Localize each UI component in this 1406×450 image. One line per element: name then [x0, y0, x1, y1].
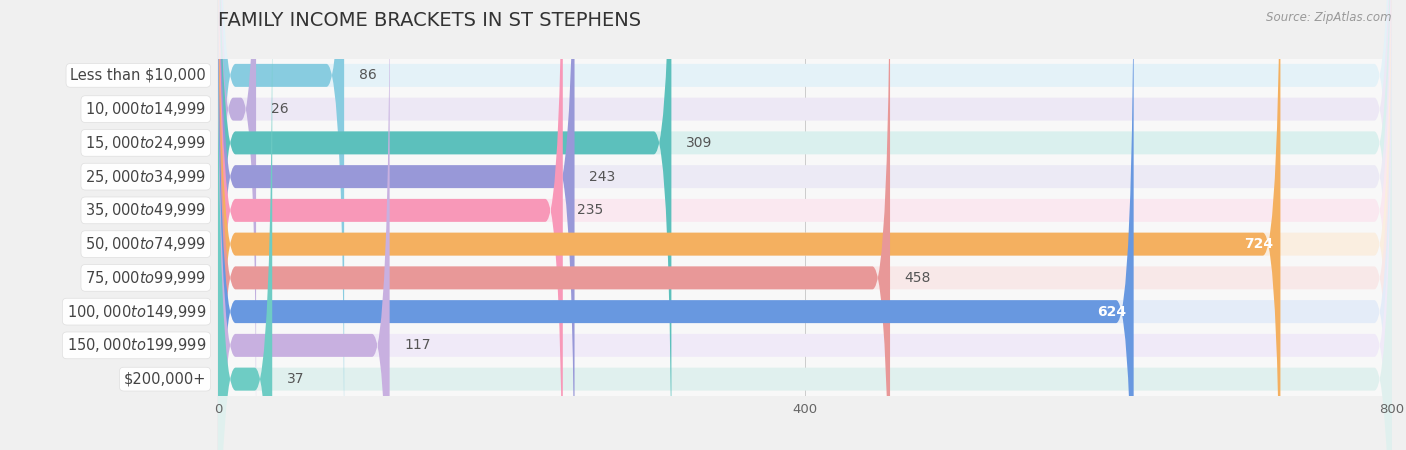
Text: 235: 235	[578, 203, 603, 217]
Text: 117: 117	[405, 338, 430, 352]
FancyBboxPatch shape	[218, 0, 562, 450]
Bar	[218, 194, 1392, 227]
FancyBboxPatch shape	[218, 0, 890, 450]
Bar	[218, 92, 1392, 126]
Text: 724: 724	[1244, 237, 1272, 251]
FancyBboxPatch shape	[218, 0, 344, 450]
Bar	[218, 227, 1392, 261]
FancyBboxPatch shape	[218, 0, 1392, 450]
FancyBboxPatch shape	[218, 0, 273, 450]
Text: Less than $10,000: Less than $10,000	[70, 68, 207, 83]
FancyBboxPatch shape	[218, 0, 575, 450]
Bar	[218, 160, 1392, 194]
Text: $100,000 to $149,999: $100,000 to $149,999	[66, 302, 207, 320]
Bar	[218, 328, 1392, 362]
Text: 26: 26	[271, 102, 288, 116]
Bar	[218, 261, 1392, 295]
Text: Source: ZipAtlas.com: Source: ZipAtlas.com	[1267, 11, 1392, 24]
FancyBboxPatch shape	[218, 0, 1392, 450]
Text: $150,000 to $199,999: $150,000 to $199,999	[66, 337, 207, 355]
FancyBboxPatch shape	[218, 0, 1392, 450]
Text: $35,000 to $49,999: $35,000 to $49,999	[86, 202, 207, 220]
Text: $10,000 to $14,999: $10,000 to $14,999	[86, 100, 207, 118]
Text: 243: 243	[589, 170, 616, 184]
FancyBboxPatch shape	[218, 0, 256, 449]
Text: FAMILY INCOME BRACKETS IN ST STEPHENS: FAMILY INCOME BRACKETS IN ST STEPHENS	[218, 11, 641, 30]
FancyBboxPatch shape	[218, 0, 1392, 450]
Bar	[218, 295, 1392, 328]
Text: $200,000+: $200,000+	[124, 372, 207, 387]
FancyBboxPatch shape	[218, 0, 1392, 450]
Text: $75,000 to $99,999: $75,000 to $99,999	[86, 269, 207, 287]
FancyBboxPatch shape	[218, 0, 1392, 450]
FancyBboxPatch shape	[218, 0, 1392, 450]
Text: 86: 86	[359, 68, 377, 82]
Text: $15,000 to $24,999: $15,000 to $24,999	[86, 134, 207, 152]
FancyBboxPatch shape	[218, 0, 1392, 450]
Bar	[218, 58, 1392, 92]
FancyBboxPatch shape	[218, 0, 1392, 450]
FancyBboxPatch shape	[218, 0, 389, 450]
FancyBboxPatch shape	[218, 0, 672, 450]
Text: $25,000 to $34,999: $25,000 to $34,999	[86, 168, 207, 185]
Text: 309: 309	[686, 136, 713, 150]
Text: 624: 624	[1097, 305, 1126, 319]
FancyBboxPatch shape	[218, 0, 1133, 450]
Text: $50,000 to $74,999: $50,000 to $74,999	[86, 235, 207, 253]
Text: 37: 37	[287, 372, 305, 386]
Bar	[218, 126, 1392, 160]
FancyBboxPatch shape	[218, 0, 1392, 450]
FancyBboxPatch shape	[218, 0, 1281, 450]
Text: 458: 458	[904, 271, 931, 285]
Bar	[218, 362, 1392, 396]
